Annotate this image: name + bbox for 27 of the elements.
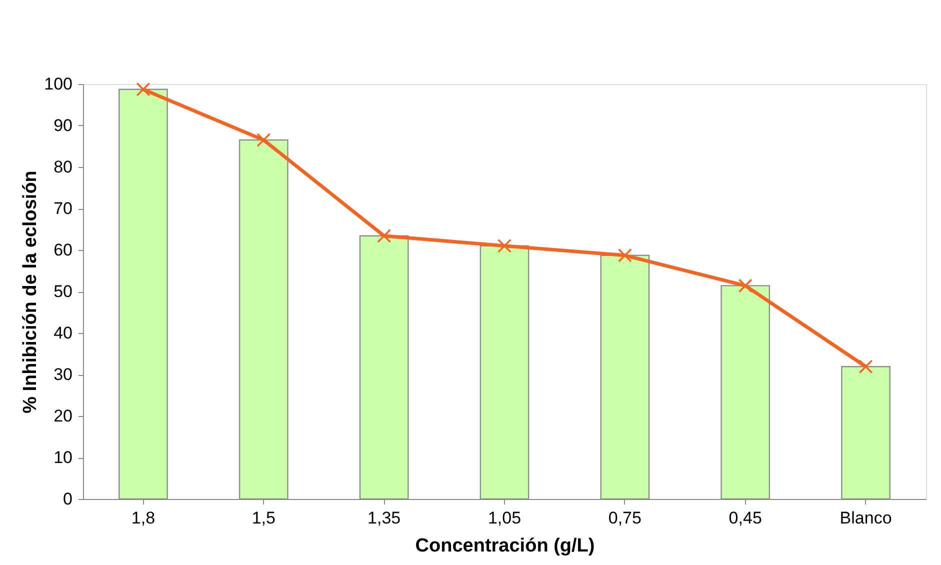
point <box>377 228 392 243</box>
y-tick-label: 30 <box>54 365 72 384</box>
y-tick-label: 10 <box>54 448 72 467</box>
point <box>858 360 873 374</box>
point <box>136 82 150 96</box>
point <box>618 248 632 262</box>
x-tick-label: Blanco <box>840 508 892 528</box>
x-tick-label: 0,45 <box>728 508 762 528</box>
point <box>497 238 512 253</box>
x-tick-label: 0,75 <box>608 508 642 528</box>
x-tick-label: 1,35 <box>368 508 401 528</box>
y-tick-label: 60 <box>54 240 72 260</box>
y-tick-label: 40 <box>54 324 72 342</box>
x-axis-title: Concentración (g/L) <box>415 536 595 556</box>
x-tick-label: 1,05 <box>488 508 522 528</box>
y-axis-title: % Inhibición de la eclosión <box>20 170 42 414</box>
y-tick-label: 20 <box>54 406 72 426</box>
x-tick-label: 1,8 <box>131 508 156 528</box>
point <box>256 133 271 148</box>
y-tick-label: 100 <box>44 74 72 94</box>
x-tick-label: 1,5 <box>252 508 276 528</box>
y-tick-label: 80 <box>54 158 72 176</box>
point <box>738 278 752 293</box>
y-tick-label: 0 <box>63 490 72 508</box>
y-tick-label: 50 <box>54 282 72 301</box>
y-tick-label: 90 <box>54 116 72 135</box>
y-tick-label: 70 <box>54 199 72 218</box>
